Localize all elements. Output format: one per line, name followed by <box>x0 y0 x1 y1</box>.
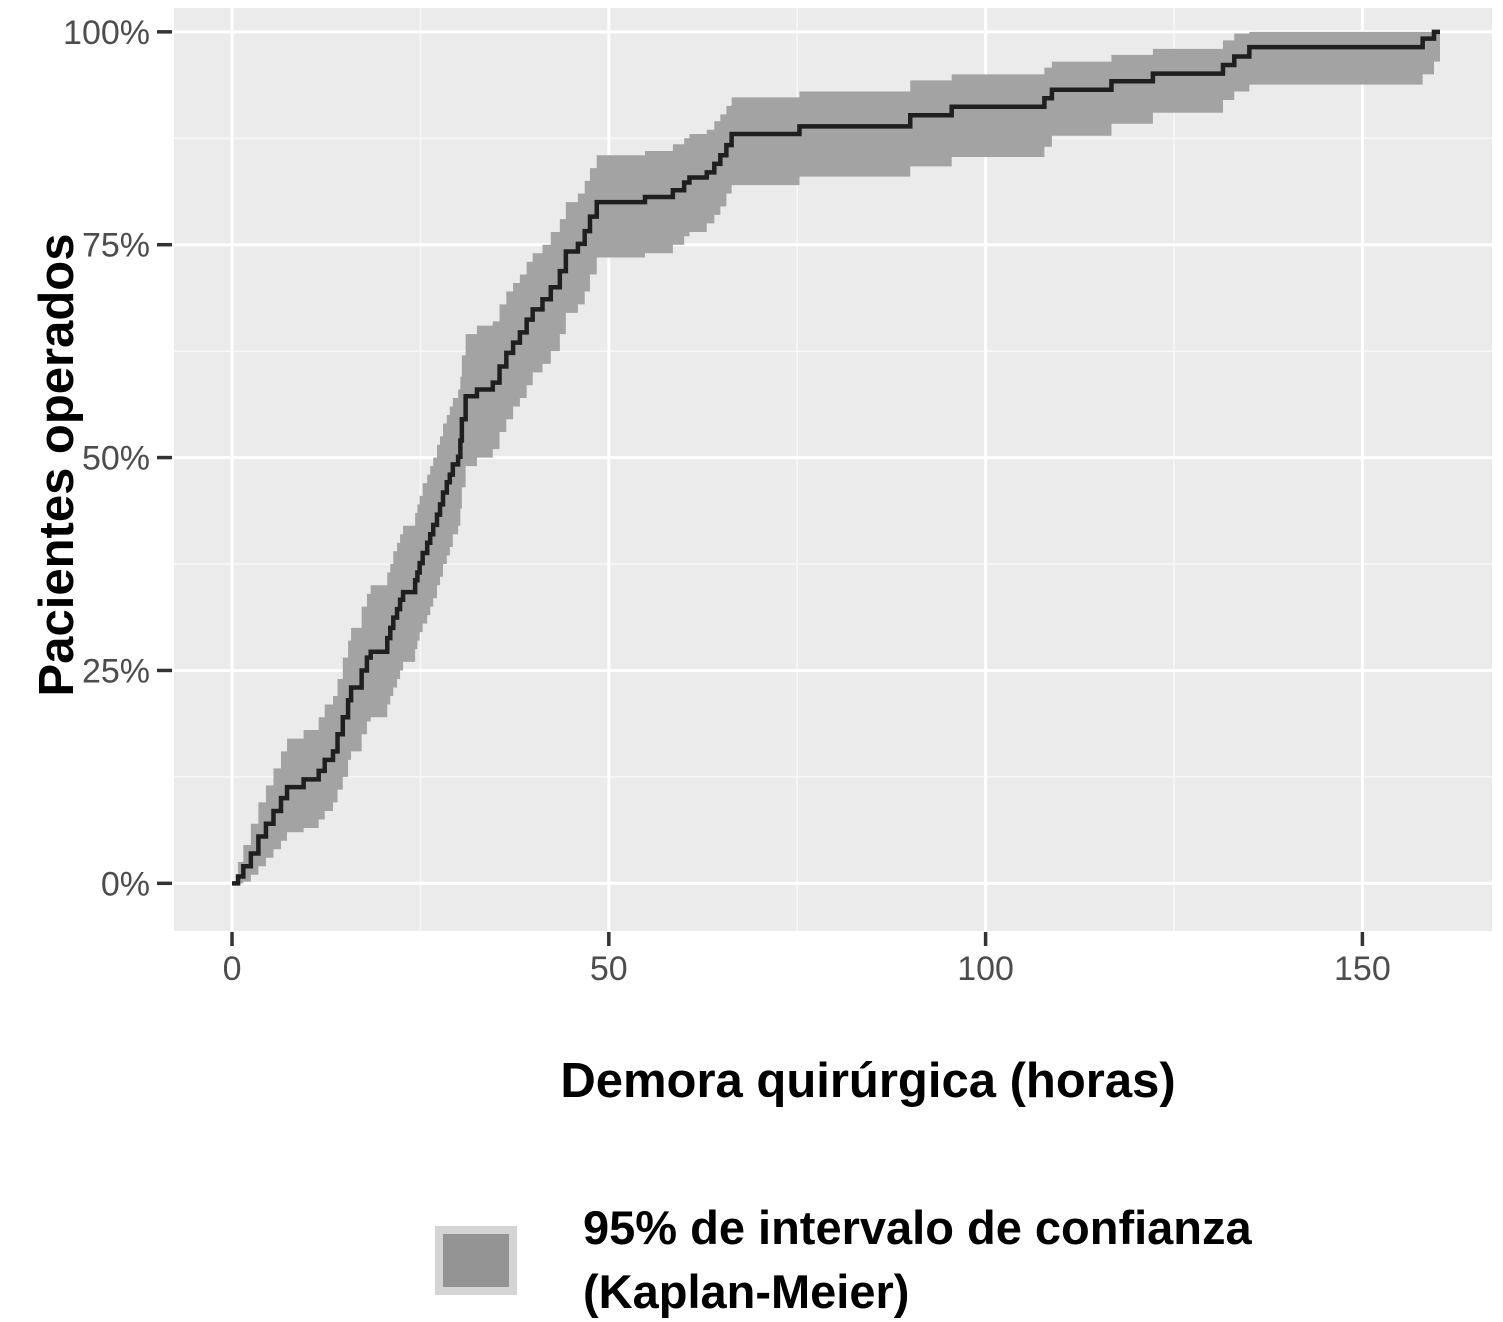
y-tick-label: 100% <box>63 14 150 52</box>
x-tick-label: 100 <box>957 950 1014 988</box>
km-step-line <box>232 29 1440 886</box>
y-tick-label: 75% <box>82 227 150 265</box>
y-tick-label: 0% <box>101 865 150 903</box>
ci-band <box>232 31 1441 884</box>
x-tick-label: 150 <box>1334 950 1391 988</box>
legend: 95% de intervalo de confianza (Kaplan-Me… <box>435 1196 1252 1322</box>
legend-label: 95% de intervalo de confianza (Kaplan-Me… <box>583 1196 1252 1322</box>
ci-band-legend-swatch <box>435 1225 517 1295</box>
legend-label-line1: 95% de intervalo de confianza <box>583 1201 1252 1254</box>
y-tick-label: 50% <box>82 440 150 478</box>
y-axis-title: Pacientes operados <box>30 233 84 697</box>
x-tick-label: 50 <box>590 950 628 988</box>
x-axis-title: Demora quirúrgica (horas) <box>560 1054 1176 1108</box>
y-tick-label: 25% <box>82 652 150 690</box>
x-tick-label: 0 <box>223 950 242 988</box>
legend-label-line2: (Kaplan-Meier) <box>583 1265 910 1318</box>
